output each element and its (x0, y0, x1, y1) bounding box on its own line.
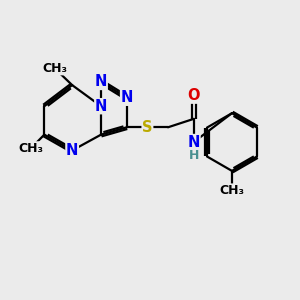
Text: CH₃: CH₃ (18, 142, 44, 155)
Text: N: N (66, 143, 78, 158)
Text: CH₃: CH₃ (42, 62, 67, 75)
Text: N: N (121, 90, 133, 105)
Text: N: N (188, 134, 200, 149)
Text: S: S (142, 120, 153, 135)
Text: H: H (189, 149, 199, 162)
Text: N: N (95, 99, 107, 114)
Text: CH₃: CH₃ (220, 184, 244, 197)
Text: O: O (188, 88, 200, 103)
Text: N: N (95, 74, 107, 89)
